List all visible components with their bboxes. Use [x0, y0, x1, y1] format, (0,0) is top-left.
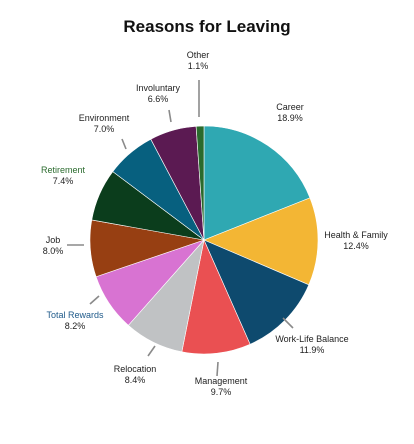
slice-value-label: 12.4% [343, 241, 369, 251]
slice-value-label: 7.4% [53, 176, 74, 186]
slice-label: Work-Life Balance [275, 334, 348, 344]
slice-label: Other [187, 50, 210, 60]
leader-line [216, 361, 219, 377]
leader-line [89, 295, 100, 305]
slice-label: Management [195, 376, 248, 386]
slice-label: Retirement [41, 165, 86, 175]
slice-label: Total Rewards [46, 310, 104, 320]
leader-lines [67, 80, 294, 377]
pie-slice-other [195, 125, 205, 241]
slice-value-label: 11.9% [300, 345, 325, 355]
slice-value-label: 8.2% [65, 321, 86, 331]
pie-slice-career [203, 125, 311, 241]
leader-line [168, 109, 172, 123]
leader-line [147, 345, 156, 357]
slice-label: Health & Family [324, 230, 388, 240]
slice-value-label: 8.4% [125, 375, 146, 385]
pie-slice-health-family [203, 197, 319, 286]
slice-value-label: 1.1% [188, 61, 209, 71]
slice-label: Involuntary [136, 83, 181, 93]
slice-value-label: 8.0% [43, 246, 64, 256]
leader-line [121, 138, 127, 150]
slice-label: Environment [79, 113, 130, 123]
slice-label: Job [46, 235, 61, 245]
pie-slices [89, 125, 319, 355]
slice-value-label: 7.0% [94, 124, 115, 134]
leader-line [282, 317, 294, 329]
slice-label: Career [276, 102, 304, 112]
slice-value-label: 6.6% [148, 94, 169, 104]
slice-label: Relocation [114, 364, 157, 374]
slice-value-label: 9.7% [211, 387, 232, 397]
chart-title: Reasons for Leaving [123, 17, 291, 36]
slice-value-label: 18.9% [277, 113, 303, 123]
